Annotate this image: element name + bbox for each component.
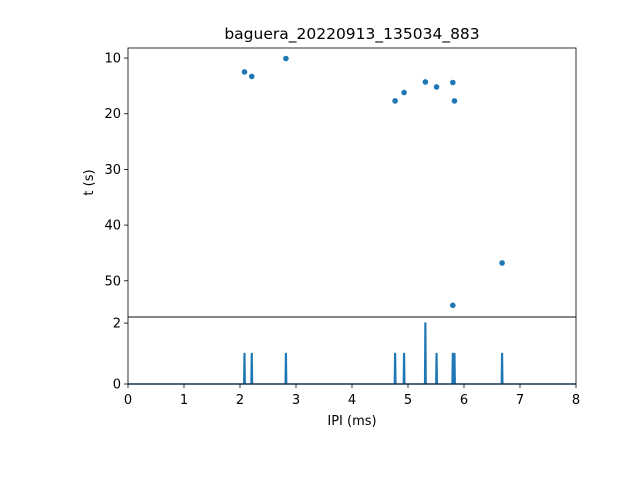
y-tick-label: 0: [113, 378, 121, 393]
data-point: [283, 55, 289, 62]
data-point: [433, 84, 440, 90]
x-axis-label-ipi: IPI (ms): [327, 414, 376, 429]
data-point: [450, 79, 456, 86]
chart-title: baguera_20220913_135034_883: [224, 25, 479, 44]
x-tick-label: 8: [572, 393, 580, 408]
y-tick-label: 2: [113, 317, 121, 332]
y-tick-label: 40: [104, 219, 121, 234]
data-point: [401, 89, 407, 96]
scatter-panel: 10 20 30 40 50: [104, 47, 577, 318]
y-axis-label-time: t (s): [82, 169, 97, 195]
data-point: [450, 302, 456, 309]
x-tick-label: 3: [292, 393, 300, 408]
data-point: [499, 260, 505, 266]
x-tick-label: 0: [124, 393, 132, 408]
y-tick-label: 10: [104, 52, 121, 67]
data-point: [451, 98, 458, 104]
y-tick-label: 50: [104, 274, 121, 289]
x-tick-label: 2: [236, 393, 244, 408]
x-tick-label: 5: [404, 393, 412, 408]
x-tick-label: 6: [460, 393, 468, 408]
data-point: [248, 73, 255, 80]
y-tick-label: 20: [104, 107, 121, 122]
histogram-frame: [127, 316, 577, 385]
x-tick-label: 1: [180, 393, 188, 408]
data-point: [392, 98, 398, 104]
data-point: [241, 69, 248, 75]
x-tick-label: 4: [348, 393, 356, 408]
y-tick-label: 30: [104, 163, 121, 178]
ipi-histogram-panel: 0 1 2 3 4 5 6 7 8 0 2: [113, 317, 580, 408]
x-tick-label: 7: [516, 393, 524, 408]
data-point: [422, 79, 429, 85]
